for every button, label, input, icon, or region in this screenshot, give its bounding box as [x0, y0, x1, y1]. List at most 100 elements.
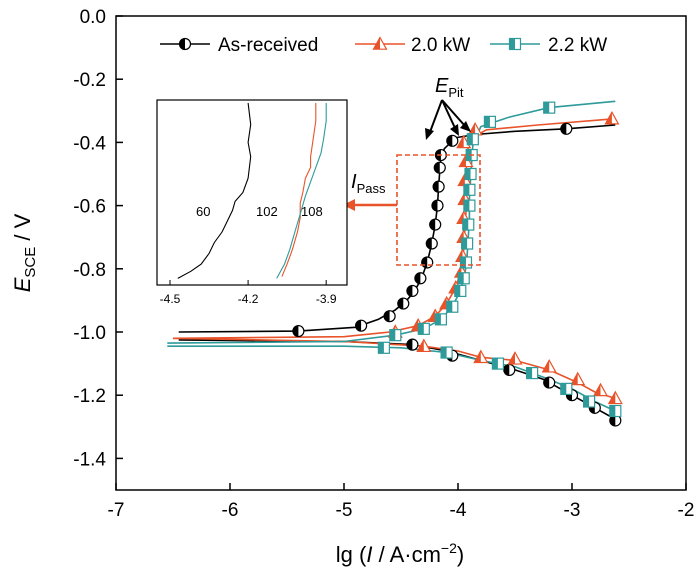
data-marker-as-received [429, 218, 442, 231]
y-tick-label: -0.4 [73, 133, 106, 154]
inset-label-102: 102 [256, 204, 278, 219]
data-marker-2-2-kw [464, 167, 477, 181]
data-marker-2-2-kw [463, 199, 476, 212]
data-marker-as-received [560, 122, 573, 135]
e-pit-annotation: EPit [425, 75, 471, 140]
data-marker-2-0-kw [592, 382, 609, 397]
inset-series-layer [177, 102, 327, 279]
inset-x-ticks: -4.5 -4.2 -3.9 [160, 280, 337, 306]
data-marker-2-2-kw [525, 366, 539, 380]
x-axis-title-close: ) [457, 542, 464, 567]
x-axis-title-main: lg ( [336, 542, 367, 567]
e-pit-arrowhead-1 [425, 128, 434, 140]
y-axis-ticks: 0.0 -0.2 -0.4 -0.6 -0.8 -1.0 -1.2 -1.4 [73, 7, 123, 470]
data-marker-as-received [609, 414, 622, 427]
x-tick-label: -4 [450, 500, 467, 521]
inset-plot: -4.5 -4.2 -3.9 60 102 108 [156, 99, 348, 306]
data-marker-2-2-kw [454, 284, 467, 298]
data-marker-as-received [433, 161, 446, 174]
inset-series-line-2 [276, 103, 327, 279]
legend-label-as-received: As-received [218, 35, 318, 56]
y-axis-title: ESCE / V [10, 213, 39, 292]
e-pit-arrow-3 [441, 99, 466, 127]
e-pit-label: EPit [435, 75, 464, 100]
i-pass-arrowhead [343, 199, 355, 211]
legend: As-received 2.0 kW 2.2 kW [160, 35, 607, 56]
y-tick-label: 0.0 [80, 7, 106, 28]
x-tick-label: -3 [564, 500, 581, 521]
e-pit-arrowhead-2 [450, 124, 459, 136]
x-axis-title-sup: −2 [441, 540, 457, 556]
inset-frame [156, 99, 348, 286]
x-tick-label: -2 [678, 500, 695, 521]
inset-label-60: 60 [196, 204, 210, 219]
inset-x-tick-label: -4.5 [160, 292, 181, 306]
data-marker-2-2-kw [463, 183, 476, 196]
inset-x-tick-label: -3.9 [316, 292, 337, 306]
data-marker-as-received [425, 237, 438, 250]
data-marker-as-received [292, 324, 305, 338]
legend-marker-as-received [178, 37, 192, 51]
data-marker-2-2-kw [483, 115, 497, 128]
legend-label-2-0-kw: 2.0 kW [411, 35, 470, 56]
inset-label-108: 108 [301, 204, 323, 219]
data-marker-2-0-kw [604, 110, 620, 125]
data-marker-as-received [355, 319, 368, 332]
y-axis-title-sub: SCE [22, 247, 39, 278]
y-axis-title-main: E [10, 277, 35, 292]
data-marker-2-2-kw [466, 133, 479, 146]
data-marker-2-2-kw [417, 322, 430, 335]
data-marker-as-received [543, 376, 556, 389]
legend-label-2-2-kw: 2.2 kW [548, 35, 607, 56]
data-marker-2-0-kw [416, 338, 432, 353]
data-marker-as-received [431, 199, 444, 212]
data-marker-2-2-kw [434, 313, 447, 326]
data-marker-as-received [503, 363, 516, 377]
x-axis-title: lg (I / A·cm−2) [336, 540, 464, 567]
y-tick-label: -0.2 [73, 70, 106, 91]
data-marker-2-2-kw [560, 382, 573, 395]
data-marker-as-received [446, 134, 459, 147]
inset-series-line-0 [177, 102, 252, 279]
inset-x-tick-label: -4.2 [238, 292, 259, 306]
data-marker-as-received [406, 338, 419, 351]
data-marker-as-received [414, 272, 427, 285]
x-axis-title-italic: I [366, 542, 372, 567]
legend-symbol-2-2-kw [508, 37, 522, 51]
legend-symbol-2-0-kw [372, 36, 388, 50]
y-tick-label: -0.6 [73, 197, 106, 218]
data-marker-2-0-kw [507, 351, 523, 365]
data-marker-2-2-kw [457, 272, 470, 285]
e-pit-arrow-2 [441, 99, 456, 129]
e-pit-label-sub: Pit [448, 85, 464, 100]
y-axis-title-unit: / V [10, 213, 35, 246]
data-marker-2-2-kw [446, 300, 459, 313]
x-axis-ticks: -7 -6 -5 -4 -3 -2 [108, 483, 695, 521]
data-marker-2-2-kw [389, 329, 402, 342]
data-marker-2-0-kw [607, 390, 623, 405]
data-marker-2-2-kw [459, 256, 473, 269]
e-pit-label-main: E [435, 75, 449, 97]
legend-symbol-as-received [178, 37, 192, 51]
x-tick-label: -5 [336, 500, 353, 521]
data-marker-as-received [432, 180, 445, 193]
data-marker-2-2-kw [461, 237, 474, 250]
y-tick-label: -1.0 [73, 323, 106, 344]
data-marker-2-0-kw [541, 359, 557, 373]
data-marker-as-received [406, 284, 419, 298]
data-marker-2-2-kw [491, 357, 504, 370]
marker-layer [292, 101, 623, 427]
x-axis-title-unit: / A·cm [372, 542, 440, 567]
i-pass-label-main: I [351, 171, 357, 193]
i-pass-region [396, 154, 481, 266]
y-tick-label: -0.8 [73, 260, 106, 281]
inset-series-line-1 [281, 103, 317, 277]
y-tick-label: -1.2 [73, 386, 106, 407]
i-pass-annotation: IPass [343, 154, 481, 266]
legend-marker-2-0-kw [372, 36, 388, 50]
plot-frame [115, 15, 687, 491]
i-pass-label: IPass [351, 171, 386, 196]
data-marker-2-2-kw [377, 341, 390, 354]
x-tick-label: -6 [222, 500, 239, 521]
